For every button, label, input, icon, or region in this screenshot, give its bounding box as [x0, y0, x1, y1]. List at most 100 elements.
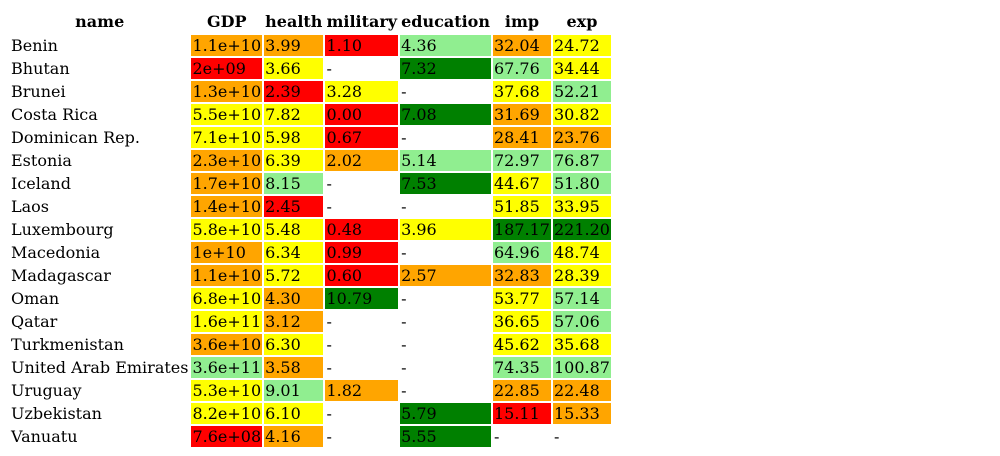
- cell-education: -: [401, 312, 407, 331]
- cell-education: -: [401, 289, 407, 308]
- cell-exp: 48.74: [552, 242, 611, 263]
- row-name: Laos: [11, 197, 50, 216]
- cell-military: 1.10: [325, 35, 399, 56]
- cell-military: -: [326, 312, 332, 331]
- cell-education: -: [401, 381, 407, 400]
- row-name: Estonia: [11, 151, 72, 170]
- cell-imp: 67.76: [492, 58, 551, 79]
- cell-imp: 32.04: [492, 35, 551, 56]
- cell-military: 0.67: [325, 127, 399, 148]
- table-row: Oman 6.8e+10 4.30 10.79- 53.77 57.14: [10, 288, 611, 309]
- cell-education: -: [401, 197, 407, 216]
- cell-exp: 52.21: [552, 81, 611, 102]
- cell-education: 2.57: [400, 265, 491, 286]
- cell-gdp: 5.3e+10: [191, 380, 263, 401]
- cell-exp: -: [553, 427, 560, 446]
- cell-education: -: [401, 82, 407, 101]
- table-row: Dominican Rep. 7.1e+10 5.98 0.67- 28.41 23.76: [10, 127, 611, 148]
- cell-gdp: 1.3e+10: [191, 81, 263, 102]
- cell-exp: 24.72: [552, 35, 611, 56]
- cell-exp: 30.82: [552, 104, 611, 125]
- table-row: Iceland 1.7e+10 8.15- 7.53 44.67 51.80: [10, 173, 611, 194]
- cell-health: 6.10: [264, 403, 324, 424]
- cell-health: 5.48: [264, 219, 324, 240]
- cell-gdp: 1.1e+10: [191, 35, 263, 56]
- cell-exp: 51.80: [552, 173, 611, 194]
- cell-gdp: 8.2e+10: [191, 403, 263, 424]
- cell-exp: 28.39: [552, 265, 611, 286]
- cell-gdp: 5.5e+10: [191, 104, 263, 125]
- cell-health: 8.15: [264, 173, 324, 194]
- cell-imp: 51.85: [492, 196, 551, 217]
- cell-military: -: [326, 197, 332, 216]
- cell-military: 1.82: [325, 380, 399, 401]
- row-name: Vanuatu: [11, 427, 78, 446]
- table-row: Brunei 1.3e+10 2.39 3.28- 37.68 52.21: [10, 81, 611, 102]
- cell-gdp: 1.7e+10: [191, 173, 263, 194]
- row-name: Brunei: [11, 82, 66, 101]
- cell-imp: 64.96: [492, 242, 551, 263]
- cell-military: -: [326, 59, 332, 78]
- row-name: Qatar: [11, 312, 58, 331]
- cell-gdp: 3.6e+10: [191, 334, 263, 355]
- cell-gdp: 1.1e+10: [191, 265, 263, 286]
- cell-health: 5.72: [264, 265, 324, 286]
- table-row: Costa Rica 5.5e+10 7.82 0.00 7.08 31.69 30.82: [10, 104, 611, 125]
- cell-education: -: [401, 243, 407, 262]
- table-row: Macedonia 1e+10 6.34 0.99- 64.96 48.74: [10, 242, 611, 263]
- cell-gdp: 5.8e+10: [191, 219, 263, 240]
- cell-military: -: [326, 335, 332, 354]
- cell-gdp: 7.6e+08: [191, 426, 263, 447]
- cell-military: 0.99: [325, 242, 399, 263]
- cell-education: -: [401, 358, 407, 377]
- cell-education: -: [401, 335, 407, 354]
- row-name: Madagascar: [11, 266, 111, 285]
- row-name: Bhutan: [11, 59, 70, 78]
- cell-education: -: [401, 128, 407, 147]
- cell-health: 3.99: [264, 35, 324, 56]
- cell-gdp: 1.4e+10: [191, 196, 263, 217]
- column-header-name: name: [75, 12, 125, 31]
- cell-health: 6.34: [264, 242, 324, 263]
- cell-health: 6.39: [264, 150, 324, 171]
- cell-health: 3.58: [264, 357, 324, 378]
- column-header-exp: exp: [566, 12, 598, 31]
- row-name: Turkmenistan: [11, 335, 124, 354]
- cell-exp: 57.06: [552, 311, 611, 332]
- cell-imp: 53.77: [492, 288, 551, 309]
- cell-health: 6.30: [264, 334, 324, 355]
- cell-health: 4.30: [264, 288, 324, 309]
- cell-imp: 36.65: [492, 311, 551, 332]
- cell-health: 5.98: [264, 127, 324, 148]
- row-name: Benin: [11, 36, 58, 55]
- cell-military: 0.60: [325, 265, 399, 286]
- cell-exp: 76.87: [552, 150, 611, 171]
- cell-military: 0.00: [325, 104, 399, 125]
- row-name: Macedonia: [11, 243, 101, 262]
- cell-gdp: 6.8e+10: [191, 288, 263, 309]
- row-name: Dominican Rep.: [11, 128, 140, 147]
- cell-military: 3.28: [325, 81, 399, 102]
- column-header-education: education: [401, 12, 490, 31]
- cell-education: 7.53: [400, 173, 491, 194]
- cell-gdp: 1e+10: [191, 242, 263, 263]
- cell-military: -: [326, 358, 332, 377]
- cell-gdp: 2.3e+10: [191, 150, 263, 171]
- column-header-military: military: [326, 12, 398, 31]
- cell-imp: 45.62: [492, 334, 551, 355]
- cell-health: 7.82: [264, 104, 324, 125]
- cell-health: 3.66: [264, 58, 324, 79]
- cell-exp: 35.68: [552, 334, 611, 355]
- cell-imp: 28.41: [492, 127, 551, 148]
- cell-imp: 37.68: [492, 81, 551, 102]
- cell-health: 3.12: [264, 311, 324, 332]
- row-name: United Arab Emirates: [11, 358, 189, 377]
- cell-health: 4.16: [264, 426, 324, 447]
- table-row: Turkmenistan 3.6e+10 6.30- -45.62 35.68: [10, 334, 611, 355]
- column-header-imp: imp: [504, 12, 540, 31]
- cell-education: 5.79: [400, 403, 491, 424]
- row-name: Uruguay: [11, 381, 82, 400]
- cell-gdp: 1.6e+11: [191, 311, 263, 332]
- cell-imp: 32.83: [492, 265, 551, 286]
- cell-health: 2.39: [264, 81, 324, 102]
